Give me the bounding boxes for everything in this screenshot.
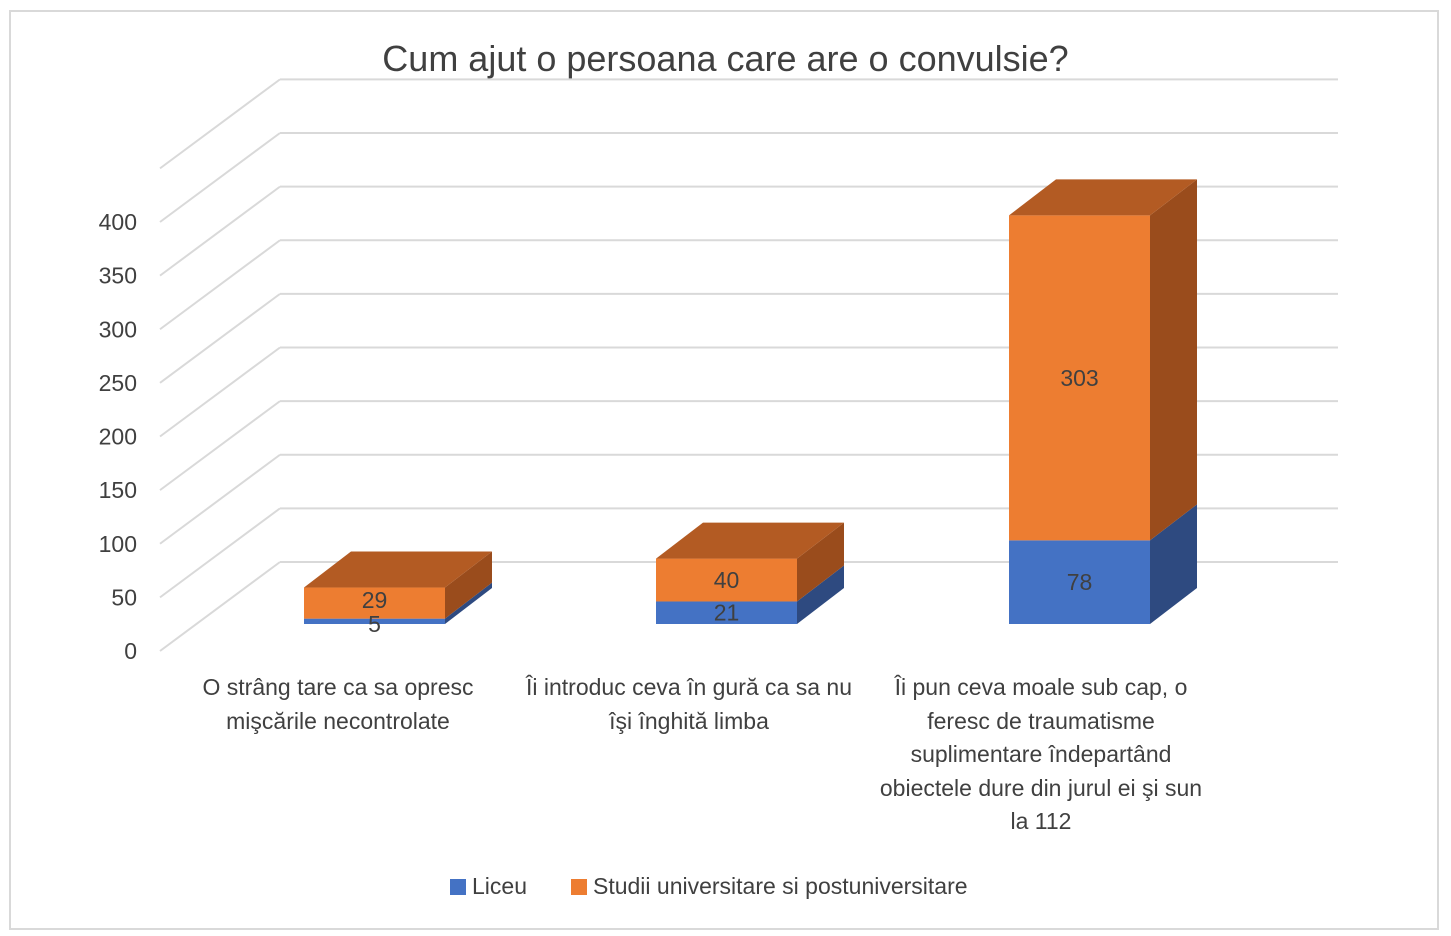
bar-segment (656, 601, 797, 624)
legend-label: Studii universitare si postuniversitare (592, 873, 968, 899)
y-tick-label: 100 (99, 531, 137, 557)
legend-swatch (450, 878, 466, 895)
gridline-side (159, 561, 281, 652)
legend: Liceu Studii universitare si postunivers… (450, 873, 1012, 900)
chart-frame (9, 10, 1439, 930)
gridline-side (159, 346, 281, 438)
data-label: 21 (714, 600, 740, 626)
legend-swatch (570, 878, 587, 895)
chart-title: Cum ajut o persoana care are o convulsie… (382, 38, 1069, 79)
gridline-side (159, 78, 281, 170)
category-label: Îi pun ceva moale sub cap, o feresc de t… (879, 674, 1203, 834)
bar-segment (656, 558, 797, 602)
bar-top (304, 551, 492, 588)
bar-top (656, 522, 844, 559)
y-tick-label: 350 (99, 263, 137, 289)
y-tick-label: 150 (99, 477, 137, 503)
bar-top (1009, 179, 1197, 216)
legend-item-liceu: Liceu (450, 873, 527, 900)
gridline-side (159, 400, 281, 491)
legend-item-studii: Studii universitare si postuniversitare (570, 873, 968, 900)
data-label: 29 (362, 587, 388, 613)
gridline-side (159, 239, 281, 331)
data-label: 40 (714, 567, 740, 593)
gridline-side (159, 507, 281, 599)
gridline-side (159, 185, 281, 277)
y-tick-label: 0 (124, 638, 137, 664)
y-tick-label: 200 (99, 424, 137, 450)
bar-segment (1009, 215, 1150, 541)
gridline-side (159, 453, 281, 545)
bar-side (1150, 504, 1197, 624)
data-label: 5 (368, 611, 381, 637)
gridline-side (159, 293, 281, 384)
y-tick-label: 250 (99, 370, 137, 396)
bar-segment (1009, 540, 1150, 624)
bar-side (1150, 179, 1197, 541)
bar-side (797, 522, 844, 602)
y-tick-label: 400 (99, 209, 137, 235)
y-tick-label: 300 (99, 316, 137, 342)
bar-side (797, 565, 844, 624)
data-label: 78 (1067, 569, 1093, 595)
bar-side (445, 582, 492, 624)
bar-segment (304, 587, 445, 619)
bar-segment (304, 618, 445, 624)
category-label: Îi introduc ceva în gură ca sa nu îşi în… (525, 674, 853, 734)
bar-side (445, 551, 492, 619)
y-tick-label: 50 (111, 584, 137, 610)
legend-label: Liceu (472, 873, 527, 899)
gridline-side (159, 132, 281, 223)
category-label: O strâng tare ca sa opresc mişcările nec… (202, 674, 474, 734)
data-label: 303 (1060, 365, 1098, 391)
